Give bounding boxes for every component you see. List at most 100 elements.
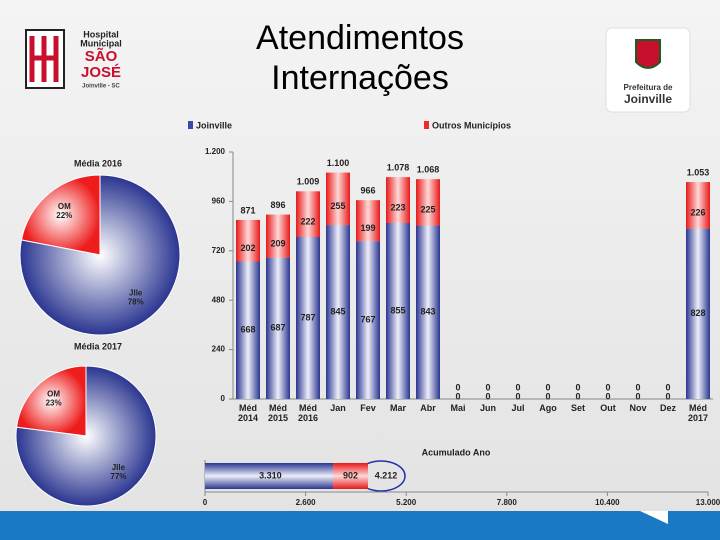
x-tick-label: 10.400 [595, 498, 620, 507]
x-tick-label: Mar [389, 403, 406, 413]
legend-label: Joinville [196, 120, 232, 130]
value-label: 0 [515, 382, 520, 392]
y-tick-label: 240 [212, 345, 226, 354]
total-label: 1.053 [687, 167, 710, 177]
y-tick-label: 720 [212, 246, 226, 255]
subtitle: Internações [271, 59, 449, 97]
x-tick-label: Out [600, 403, 616, 413]
value-label: 0 [575, 382, 580, 392]
legend-swatch [188, 121, 193, 129]
value-label: 0 [485, 382, 490, 392]
bar-segment [686, 228, 710, 399]
y-tick-label: 480 [212, 295, 226, 304]
x-tick-label: 5.200 [396, 498, 417, 507]
total-label: 1.009 [297, 177, 320, 187]
pie-value: 77% [110, 472, 126, 481]
footer-band [0, 511, 720, 540]
logo-text: Municipal [80, 38, 122, 48]
value-label: 0 [605, 391, 610, 401]
pie-value: 22% [56, 211, 72, 220]
logo-text: Hospital [83, 29, 119, 39]
legend-swatch [424, 121, 429, 129]
value-label: 767 [360, 314, 375, 324]
x-tick-label: Jun [479, 403, 496, 413]
value-label: 687 [270, 323, 285, 333]
bar-segment [333, 463, 368, 489]
bar-segment [386, 177, 410, 224]
value-label: 668 [240, 325, 255, 335]
value-label: 0 [455, 391, 460, 401]
pie-label: OM [58, 202, 71, 211]
pie-value: 23% [46, 398, 62, 407]
x-tick-label: Ago [539, 403, 557, 413]
bar-segment [266, 214, 290, 258]
value-label: 199 [360, 223, 375, 233]
value-label: 828 [690, 308, 705, 318]
logo-text: JOSÉ [81, 64, 121, 81]
y-tick-label: 0 [221, 394, 226, 403]
value-label: 0 [515, 391, 520, 401]
x-tick-label: Méd 2015 [267, 403, 289, 423]
total-label: 1.078 [387, 162, 410, 172]
logo-text: Joinville [624, 92, 672, 106]
total-label: 966 [360, 186, 375, 196]
x-tick-label: 7.800 [497, 498, 518, 507]
x-tick-label: 13.000 [696, 498, 720, 507]
total-label: 1.068 [417, 165, 440, 175]
total-label: 1.100 [327, 158, 350, 168]
value-label: 209 [270, 238, 285, 248]
value-label: 3.310 [259, 470, 282, 480]
x-tick-label: Abr [420, 403, 436, 413]
bar-segment [416, 179, 440, 226]
value-label: 255 [330, 201, 345, 211]
x-tick-label: Méd 2017 [687, 403, 709, 423]
x-tick-label: Nov [629, 403, 647, 413]
value-label: 0 [545, 382, 550, 392]
hospital-logo: Hospital Municipal SÃO JOSÉ Joinville - … [25, 29, 122, 90]
x-tick-label: Jan [330, 403, 346, 413]
value-label: 0 [485, 391, 490, 401]
value-label: 0 [545, 391, 550, 401]
bar-segment [326, 172, 350, 226]
x-tick-label: Fev [360, 403, 376, 413]
value-label: 223 [390, 202, 405, 212]
footer-notch [640, 511, 668, 524]
value-label: 225 [420, 205, 435, 215]
title: Atendimentos [256, 19, 464, 57]
bar-segment [296, 237, 320, 399]
pie-slice [20, 174, 101, 256]
logo-text: SÃO [85, 47, 118, 65]
value-label: 0 [635, 391, 640, 401]
value-label: 787 [300, 312, 315, 322]
bar-segment [356, 241, 380, 399]
bar-segment [416, 225, 440, 399]
bar-segment [326, 225, 350, 399]
x-tick-label: Mai [450, 403, 466, 413]
bar-segment [236, 261, 260, 399]
bar-segment [266, 257, 290, 399]
pie-label: Jlle [112, 463, 126, 472]
value-label: 855 [390, 305, 405, 315]
value-label: 226 [690, 208, 705, 218]
y-tick-label: 1.200 [205, 147, 226, 156]
x-tick-label: Set [570, 403, 585, 413]
pie-label: Jlle [129, 288, 143, 297]
chart-title: Acumulado Ano [422, 447, 491, 457]
x-tick-label: Dez [659, 403, 676, 413]
pie-title: Média 2016 [74, 158, 122, 168]
x-tick-label: 0 [203, 498, 208, 507]
legend-label: Outros Municípios [432, 120, 511, 130]
bar-segment [386, 223, 410, 399]
bar-segment [236, 219, 260, 262]
bar-segment [296, 191, 320, 238]
prefeitura-logo: Prefeitura de Joinville [605, 27, 691, 113]
value-label: 902 [343, 470, 358, 480]
pie-slice [19, 174, 181, 336]
value-label: 0 [605, 382, 610, 392]
pie-label: OM [47, 389, 60, 398]
value-label: 0 [665, 391, 670, 401]
pie-slice [15, 365, 157, 507]
value-label: 202 [240, 243, 255, 253]
pie-title: Média 2017 [74, 341, 122, 351]
